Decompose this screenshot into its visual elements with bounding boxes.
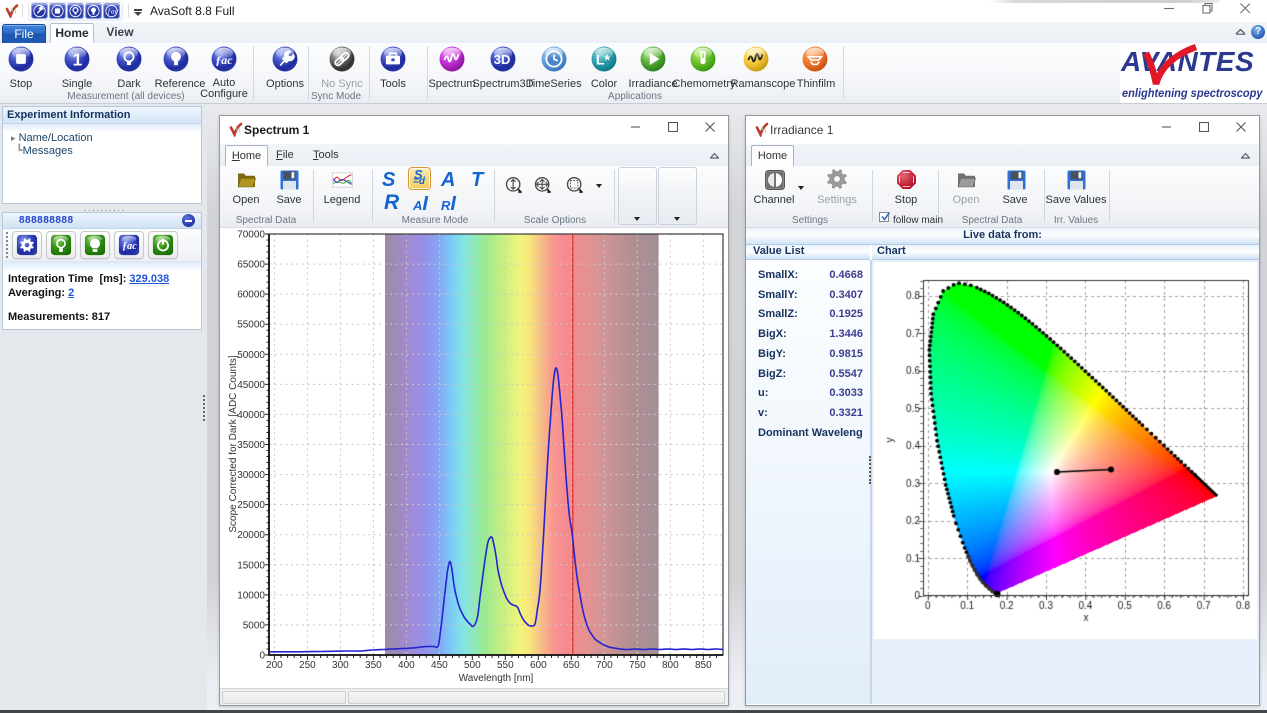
svg-text:ƒac: ƒac <box>107 7 118 16</box>
svg-text:65000: 65000 <box>237 260 265 271</box>
svg-text:200: 200 <box>266 660 283 671</box>
svg-text:25000: 25000 <box>237 500 265 511</box>
svg-text:250: 250 <box>299 660 316 671</box>
svg-text:ƒac: ƒac <box>122 241 137 252</box>
svg-text:650: 650 <box>563 660 580 671</box>
svg-text:600: 600 <box>530 660 547 671</box>
svg-text:750: 750 <box>629 660 646 671</box>
svg-text:45000: 45000 <box>237 380 265 391</box>
svg-text:400: 400 <box>398 660 415 671</box>
svg-text:20000: 20000 <box>237 530 265 541</box>
svg-text:850: 850 <box>695 660 712 671</box>
svg-text:60000: 60000 <box>237 290 265 301</box>
svg-text:Scope Corrected for Dark [ADC: Scope Corrected for Dark [ADC Counts] <box>228 355 239 533</box>
svg-text:1: 1 <box>73 50 83 70</box>
svg-text:450: 450 <box>431 660 448 671</box>
svg-text:30000: 30000 <box>237 470 265 481</box>
svg-text:5000: 5000 <box>243 620 266 631</box>
svg-text:70000: 70000 <box>237 230 265 241</box>
svg-text:55000: 55000 <box>237 320 265 331</box>
svg-text:550: 550 <box>497 660 514 671</box>
svg-text:0: 0 <box>259 651 265 662</box>
svg-text:10000: 10000 <box>237 590 265 601</box>
svg-text:Wavelength [nm]: Wavelength [nm] <box>459 673 534 684</box>
svg-text:35000: 35000 <box>237 440 265 451</box>
svg-text:300: 300 <box>332 660 349 671</box>
svg-text:50000: 50000 <box>237 350 265 361</box>
svg-text:500: 500 <box>464 660 481 671</box>
svg-text:40000: 40000 <box>237 410 265 421</box>
svg-text:700: 700 <box>596 660 613 671</box>
svg-text:800: 800 <box>662 660 679 671</box>
svg-text:350: 350 <box>365 660 382 671</box>
svg-text:15000: 15000 <box>237 560 265 571</box>
